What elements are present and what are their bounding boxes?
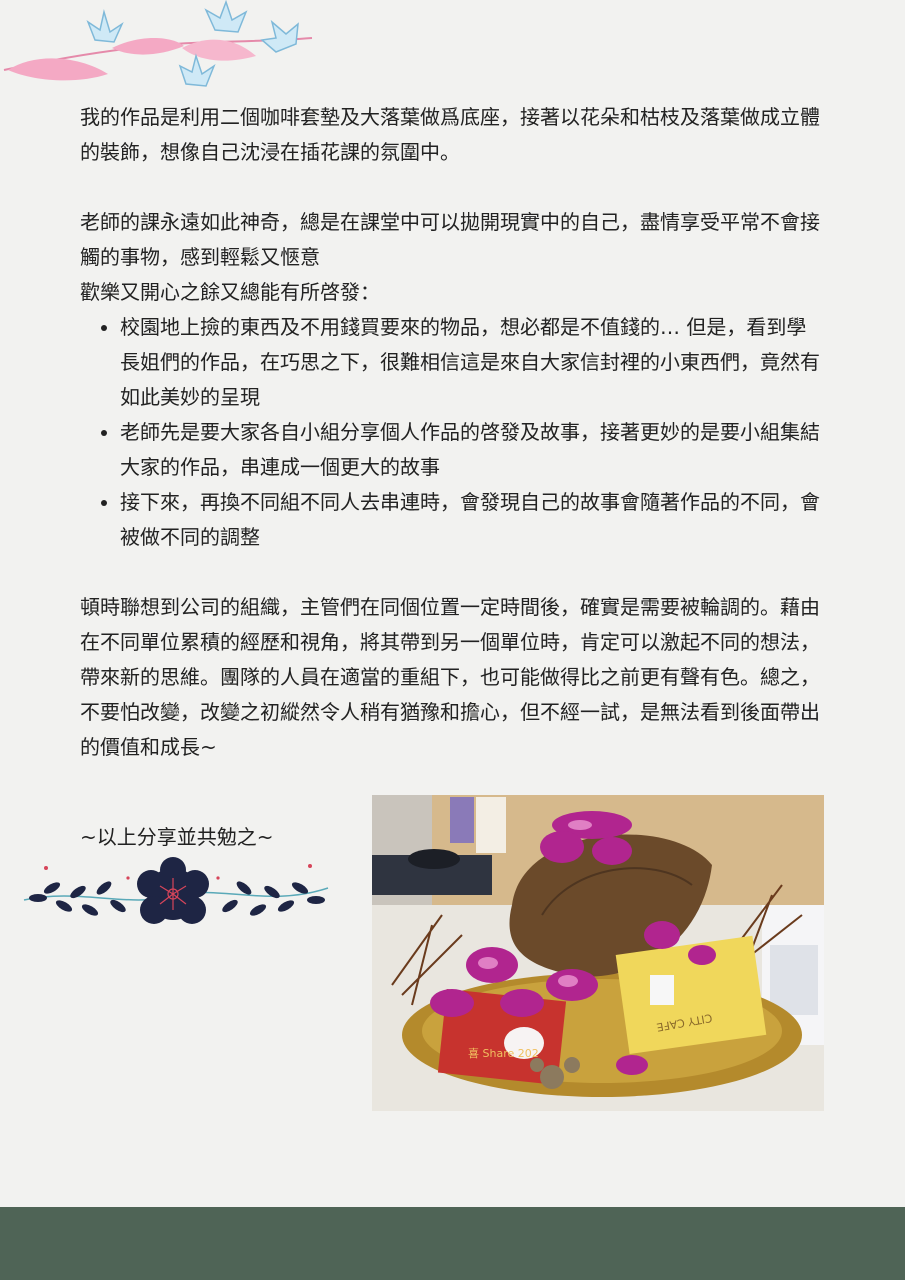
- reflection-paragraph: 頓時聯想到公司的組織，主管們在同個位置一定時間後，確實是需要被輪調的。藉由在不同…: [80, 595, 820, 759]
- list-item: 校園地上撿的東西及不用錢買要來的物品，想必都是不值錢的… 但是，看到學長姐們的作…: [120, 310, 825, 415]
- inspiration-list: 校園地上撿的東西及不用錢買要來的物品，想必都是不值錢的… 但是，看到學長姐們的作…: [80, 310, 825, 555]
- flower-arrangement-photo: CITY CAFE 喜 Share 202: [372, 795, 824, 1111]
- flower-ornament-decoration: [23, 857, 329, 924]
- cup-left-label: 喜 Share 202: [468, 1047, 539, 1060]
- inspiration-lead: 歡樂又開心之餘又總能有所啓發：: [80, 280, 380, 304]
- list-item: 老師先是要大家各自小組分享個人作品的啓發及故事，接著更妙的是要小組集結大家的作品…: [120, 415, 825, 485]
- article-body: 我的作品是利用二個咖啡套墊及大落葉做爲底座，接著以花朵和枯枝及落葉做成立體的裝飾…: [80, 100, 825, 765]
- list-item: 接下來，再換不同組不同人去串連時，會發現自己的故事會隨著作品的不同，會被做不同的…: [120, 485, 825, 555]
- closing-line: ~以上分享並共勉之~: [80, 825, 274, 849]
- intro-paragraph: 我的作品是利用二個咖啡套墊及大落葉做爲底座，接著以花朵和枯枝及落葉做成立體的裝飾…: [80, 105, 820, 164]
- floral-branch-decoration: [3, 0, 313, 87]
- footer-band: [0, 1207, 905, 1280]
- teacher-paragraph: 老師的課永遠如此神奇，總是在課堂中可以拋開現實中的自己，盡情享受平常不會接觸的事…: [80, 210, 820, 269]
